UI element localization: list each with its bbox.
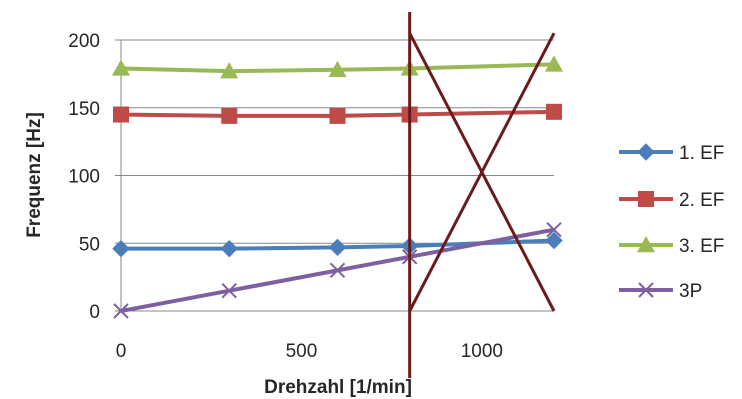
data-point-3p-2 [329,262,346,279]
y-tick-label-150: 150 [68,99,100,120]
data-point-1-ef-0 [112,239,130,258]
data-point-1-ef-1 [220,239,238,258]
legend-label-2-ef: 2. EF [679,190,724,211]
grid-lines [115,39,554,312]
legend-marker-3p [638,282,654,298]
x-tick-labels: 0 500 1000 [116,341,503,362]
data-point-2-ef-4 [546,103,562,120]
data-point-3-ef-0 [112,59,130,76]
x-tick-label-0: 0 [116,341,127,362]
legend-marker-1-ef [637,143,655,161]
x-axis-title: Drehzahl [1/min] [264,377,412,398]
data-point-1-ef-2 [328,238,347,257]
series-group [112,55,563,319]
x-tick-label-1000: 1000 [461,341,503,362]
legend: 1. EF 2. EF 3. EF 3P [619,143,724,302]
data-point-2-ef-2 [329,107,346,124]
data-point-3-ef-2 [328,60,347,78]
legend-label-3p: 3P [679,281,702,302]
legend-marker-3-ef [637,236,655,253]
y-tick-label-200: 200 [68,31,100,52]
legend-label-3-ef: 3. EF [679,236,724,257]
data-point-2-ef-0 [113,106,129,123]
legend-label-1-ef: 1. EF [679,143,724,164]
y-tick-label-100: 100 [68,167,100,188]
data-point-3-ef-1 [220,62,239,79]
data-point-3p-0 [113,303,129,319]
data-point-3p-4 [546,221,562,238]
data-point-3p-1 [221,282,237,299]
y-tick-label-0: 0 [89,302,100,323]
annotation-cross-line-1 [408,32,556,312]
data-point-3-ef-4 [545,55,563,72]
legend-marker-2-ef [638,191,654,207]
y-tick-label-50: 50 [79,234,100,255]
y-axis-title: Frequenz [Hz] [24,112,45,238]
data-point-2-ef-1 [221,107,238,124]
annotation-lines [408,12,556,378]
data-point-1-ef-4 [545,231,563,250]
x-tick-label-500: 500 [286,341,318,362]
y-tick-labels: 0 50 100 150 200 [68,31,100,323]
